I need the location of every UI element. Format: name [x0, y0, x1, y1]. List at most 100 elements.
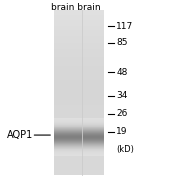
Bar: [54, 18, 104, 19]
Bar: [54, 36, 104, 37]
Bar: [54, 119, 104, 120]
Bar: [54, 72, 104, 73]
Bar: [54, 141, 104, 142]
Bar: [54, 76, 104, 77]
Bar: [54, 15, 104, 16]
Bar: [54, 148, 104, 149]
Bar: [54, 42, 104, 43]
Bar: [54, 82, 104, 83]
Bar: [54, 118, 104, 119]
Bar: [54, 174, 104, 175]
Bar: [54, 132, 104, 133]
Bar: [54, 168, 104, 169]
Bar: [54, 122, 104, 123]
Bar: [54, 120, 104, 121]
Bar: [54, 117, 104, 118]
Bar: [54, 104, 104, 105]
Bar: [54, 133, 104, 134]
Text: AQP1: AQP1: [7, 130, 33, 140]
Bar: [54, 105, 104, 106]
Bar: [54, 138, 104, 139]
Bar: [54, 58, 104, 59]
Bar: [54, 29, 104, 30]
Bar: [54, 66, 104, 67]
Bar: [54, 35, 104, 36]
Bar: [54, 113, 104, 114]
Bar: [54, 12, 104, 13]
Bar: [54, 118, 104, 119]
Bar: [54, 147, 104, 148]
Bar: [54, 27, 104, 28]
Bar: [54, 163, 104, 164]
Bar: [54, 20, 104, 21]
Text: 117: 117: [116, 22, 133, 31]
Bar: [54, 50, 104, 51]
Bar: [54, 153, 104, 154]
Text: brain brain: brain brain: [51, 3, 100, 12]
Bar: [54, 126, 104, 127]
Bar: [54, 139, 104, 140]
Bar: [54, 149, 104, 150]
Bar: [54, 131, 104, 132]
Bar: [54, 85, 104, 86]
Bar: [54, 132, 104, 133]
Bar: [54, 152, 104, 153]
Bar: [54, 135, 104, 136]
Bar: [54, 112, 104, 113]
Bar: [54, 17, 104, 18]
Bar: [54, 121, 104, 122]
Bar: [54, 130, 104, 131]
Bar: [54, 33, 104, 34]
Bar: [54, 164, 104, 165]
Bar: [54, 92, 104, 93]
Bar: [54, 63, 104, 64]
Bar: [54, 146, 104, 147]
Bar: [54, 129, 104, 130]
Bar: [54, 87, 104, 88]
Bar: [54, 103, 104, 104]
Bar: [54, 88, 104, 89]
Bar: [54, 55, 104, 56]
Bar: [54, 34, 104, 35]
Bar: [54, 100, 104, 101]
Bar: [54, 157, 104, 158]
Bar: [54, 137, 104, 138]
Bar: [54, 83, 104, 84]
Bar: [54, 110, 104, 111]
Bar: [54, 106, 104, 107]
Bar: [54, 40, 104, 41]
Bar: [54, 97, 104, 98]
Bar: [54, 98, 104, 99]
Bar: [54, 73, 104, 74]
Bar: [54, 47, 104, 48]
Bar: [54, 57, 104, 58]
Bar: [54, 140, 104, 141]
Bar: [54, 60, 104, 61]
Bar: [54, 153, 104, 154]
Bar: [54, 142, 104, 143]
Bar: [54, 68, 104, 69]
Bar: [54, 127, 104, 128]
Bar: [54, 61, 104, 62]
Bar: [54, 38, 104, 39]
Bar: [54, 62, 104, 63]
Bar: [54, 120, 104, 121]
Bar: [54, 137, 104, 138]
Bar: [54, 49, 104, 50]
Bar: [54, 143, 104, 144]
Bar: [54, 90, 104, 91]
Bar: [54, 28, 104, 29]
Bar: [54, 169, 104, 170]
Bar: [54, 136, 104, 137]
Bar: [54, 109, 104, 110]
Bar: [54, 133, 104, 134]
Bar: [54, 74, 104, 75]
Bar: [54, 53, 104, 54]
Bar: [54, 69, 104, 70]
Bar: [54, 45, 104, 46]
Bar: [54, 89, 104, 90]
Bar: [54, 146, 104, 147]
Bar: [54, 65, 104, 66]
Bar: [54, 43, 104, 44]
Bar: [54, 121, 104, 122]
